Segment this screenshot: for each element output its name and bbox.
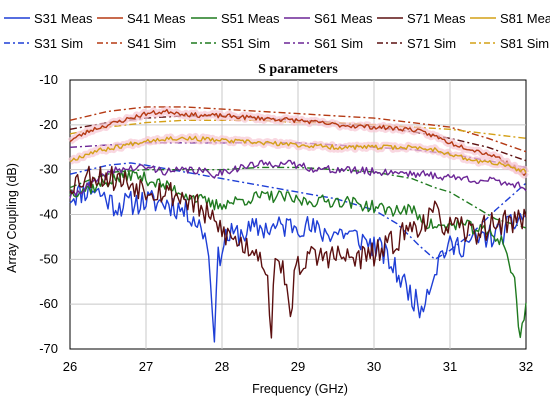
legend-label-s51-meas: S51 Meas	[221, 11, 280, 26]
legend-label-s41-sim: S41 Sim	[127, 36, 176, 51]
y-tick-label: -30	[39, 162, 58, 177]
legend-label-s81-meas: S81 Meas	[500, 11, 550, 26]
legend-label-s61-meas: S61 Meas	[314, 11, 373, 26]
s51-meas-line	[69, 169, 527, 339]
x-tick-label: 30	[367, 359, 381, 374]
y-tick-label: -60	[39, 296, 58, 311]
s51-sim-line	[69, 166, 527, 229]
x-tick-label: 28	[215, 359, 229, 374]
y-tick-label: -50	[39, 251, 58, 266]
series-layer	[67, 106, 530, 343]
s71-meas-line	[69, 165, 527, 339]
legend: S31 Meas S41 Meas S51 Meas S61 Meas S71 Meas…	[4, 11, 550, 51]
y-tick-label: -10	[39, 72, 58, 87]
legend-label-s51-sim: S51 Sim	[221, 36, 270, 51]
x-tick-label: 27	[139, 359, 153, 374]
y-tick-label: -40	[39, 207, 58, 222]
y-tick-label: -70	[39, 341, 58, 356]
legend-label-s41-meas: S41 Meas	[127, 11, 186, 26]
x-tick-label: 29	[291, 359, 305, 374]
legend-label-s71-meas: S71 Meas	[407, 11, 466, 26]
chart-title: S parameters	[258, 62, 338, 77]
y-axis-label: Array Coupling (dB)	[5, 163, 19, 273]
x-axis-ticks: 26 27 28 29 30 31 32	[63, 359, 533, 374]
legend-label-s31-sim: S31 Sim	[34, 36, 83, 51]
s81-meas-line	[69, 135, 527, 174]
s31-sim-line	[69, 162, 527, 260]
y-tick-label: -20	[39, 117, 58, 132]
x-tick-label: 26	[63, 359, 77, 374]
s61-meas-line	[69, 159, 527, 199]
legend-label-s71-sim: S71 Sim	[407, 36, 456, 51]
s41-sim-line	[69, 106, 527, 153]
legend-label-s81-sim: S81 Sim	[500, 36, 549, 51]
s31-meas-line	[69, 181, 527, 343]
s41-meas-line	[69, 108, 527, 176]
x-axis-label: Frequency (GHz)	[252, 382, 348, 396]
x-tick-label: 31	[443, 359, 457, 374]
grid	[70, 80, 526, 349]
legend-label-s31-meas: S31 Meas	[34, 11, 93, 26]
legend-label-s61-sim: S61 Sim	[314, 36, 363, 51]
y-axis-ticks: -10 -20 -30 -40 -50 -60 -70	[39, 72, 58, 356]
x-tick-label: 32	[519, 359, 533, 374]
